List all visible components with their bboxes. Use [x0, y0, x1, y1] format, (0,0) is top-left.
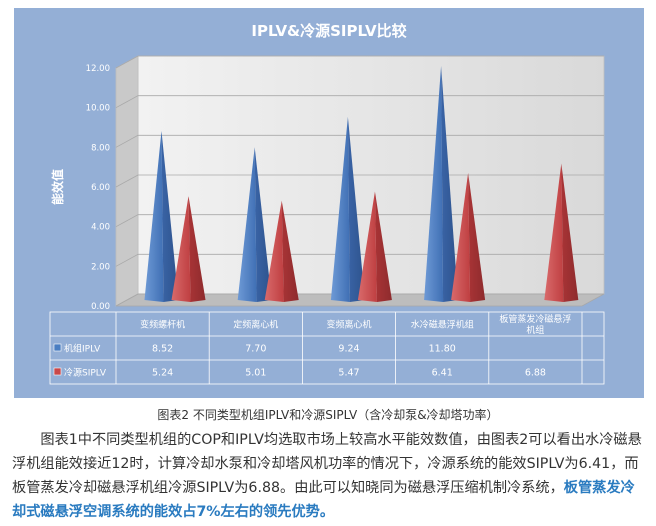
chart-title: IPLV&冷源SIPLV比较	[251, 22, 406, 40]
x-category-label: 定频离心机	[233, 319, 278, 331]
cone-bar-siplv	[171, 196, 191, 302]
data-value-label: 5.01	[245, 368, 266, 379]
paragraph-text: 图表1中不同类型机组的COP和IPLV均选取市场上较高水平能效数值，由图表2可以…	[12, 432, 642, 496]
gridline	[115, 55, 604, 69]
cone-bar-iplv	[144, 131, 164, 302]
cone-bar-shade	[468, 172, 486, 302]
data-value-label: 8.52	[152, 344, 173, 355]
y-tick-label: 12.00	[86, 64, 110, 74]
data-value-label: 9.24	[338, 344, 359, 355]
data-value-label: 7.70	[245, 344, 266, 355]
cone-bar-siplv	[544, 163, 564, 302]
cone-bar-shade	[188, 196, 206, 302]
cone-bar-siplv	[264, 200, 284, 302]
data-value-label: 6.41	[432, 368, 453, 379]
data-value-label: 11.80	[429, 344, 456, 355]
body-paragraph: 图表1中不同类型机组的COP和IPLV均选取市场上较高水平能效数值，由图表2可以…	[12, 428, 646, 524]
y-tick-label: 10.00	[86, 104, 110, 114]
cone-bar-shade	[561, 163, 579, 302]
data-value-label: 6.88	[525, 368, 546, 379]
y-tick-label: 2.00	[91, 262, 110, 272]
x-category-label: 水冷磁悬浮机组	[411, 319, 474, 331]
gridline	[115, 95, 604, 109]
legend-label: 冷源SIPLV	[64, 367, 107, 379]
cone-bar-iplv	[330, 116, 350, 303]
data-value-label: 5.47	[338, 368, 359, 379]
cone-bar-iplv	[237, 147, 257, 302]
x-category-label-cont: 机组	[526, 324, 544, 336]
y-tick-label: 6.00	[91, 183, 110, 193]
cone-bar-shade	[441, 65, 459, 302]
y-tick-label: 8.00	[91, 143, 110, 153]
cone-bar-iplv	[424, 65, 444, 302]
y-tick-label: 0.00	[91, 302, 110, 312]
x-category-label: 变频离心机	[326, 319, 371, 331]
cone-bar-siplv	[357, 191, 377, 302]
gridline	[115, 134, 604, 148]
paragraph-highlight: 板管蒸发冷却式磁悬浮空调系统的能效占7%左右的领先优势。	[12, 480, 635, 520]
cone-bar-shade	[281, 200, 299, 302]
cone-bar-shade	[347, 116, 365, 303]
y-tick-label: 4.00	[91, 223, 110, 233]
x-category-label: 板管蒸发冷磁悬浮	[499, 313, 571, 325]
x-category-label: 变频螺杆机	[140, 319, 185, 331]
chart-svg: IPLV&冷源SIPLV比较 0.00 2.00 4.00 6.00 8.00 10.00 1…	[14, 8, 644, 398]
cone-bar-siplv	[451, 172, 471, 302]
legend-label: 机组IPLV	[64, 343, 101, 355]
cone-bar-shade	[374, 191, 392, 302]
data-value-label: 5.24	[152, 368, 173, 379]
cone-bar-shade	[161, 131, 179, 302]
legend-swatch-siplv	[53, 367, 62, 376]
cone-bar-shade	[254, 147, 272, 302]
data-table	[49, 311, 605, 385]
legend-swatch-iplv	[53, 343, 62, 352]
chart: IPLV&冷源SIPLV比较 0.00 2.00 4.00 6.00 8.00 10.00 1…	[14, 8, 644, 398]
figure-caption: 图表2 不同类型机组IPLV和冷源SIPLV（含冷却泵&冷却塔功率）	[157, 408, 499, 422]
y-axis-label: 能效值	[50, 169, 65, 205]
